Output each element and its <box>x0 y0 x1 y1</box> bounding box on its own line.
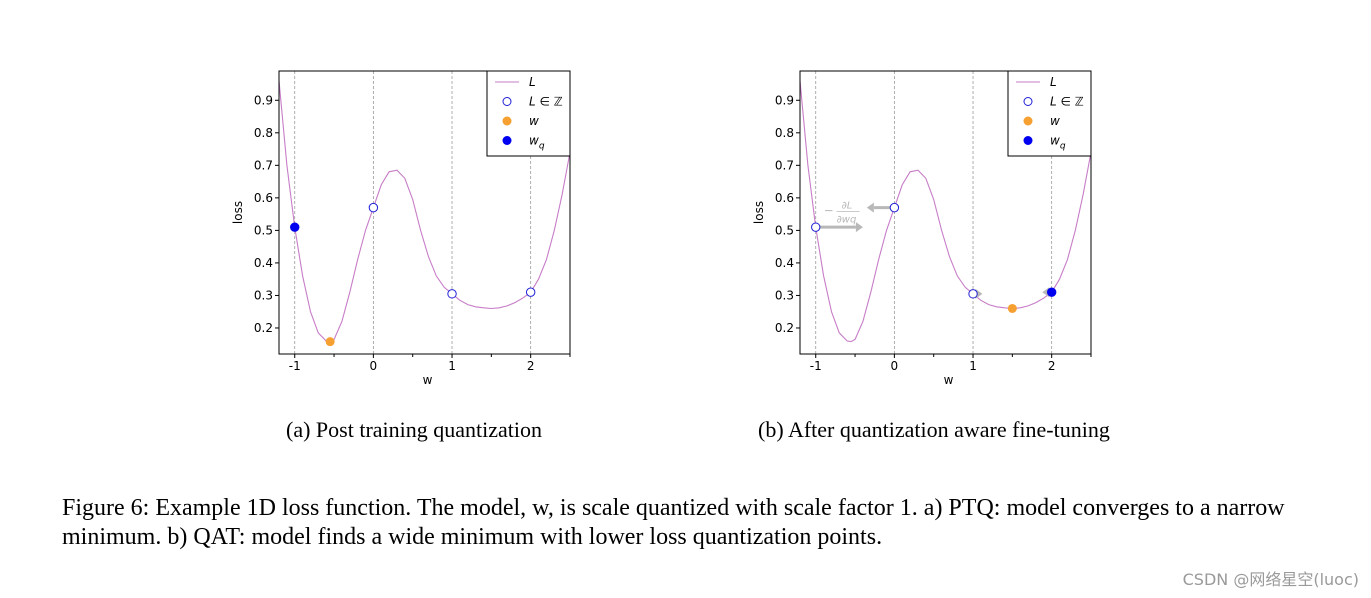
chart-0-integer-point <box>368 202 379 213</box>
chart-b-plot: − ∂L ∂wq -1 0 1 2 0.2 0.3 0.4 0.5 0.6 0.7 0.8 0.9 w loss… <box>752 70 1092 387</box>
chart-1-legend-label: L <box>1050 75 1057 89</box>
chart-1-y-tick-label: 0.4 <box>775 256 794 270</box>
chart-0-y-tick-label: 0.2 <box>254 321 273 335</box>
chart-1-legend-swatch-wq <box>1023 136 1033 145</box>
chart-0-y-tick-label: 0.4 <box>254 256 273 270</box>
chart-1-annotation-sign: − <box>824 204 834 218</box>
chart-1-gradient-arrow-head <box>1042 287 1050 298</box>
chart-1-x-tick-label: -1 <box>810 359 822 373</box>
chart-1-gradient-arrow-head <box>866 202 874 213</box>
chart-0-x-tick-label: 1 <box>448 359 456 373</box>
chart-1-y-tick-label: 0.3 <box>775 288 794 302</box>
chart-1-legend-box <box>1007 70 1092 157</box>
chart-1-x-tick-label: 0 <box>891 359 899 373</box>
chart-0-y-tick-label: 0.7 <box>254 158 273 172</box>
chart-0-y-axis-label: loss <box>231 201 245 224</box>
figure-canvas: -1 0 1 2 0.2 0.3 0.4 0.5 0.6 0.7 0.8 0.9 w loss L L ∈ ℤ… <box>231 70 1092 387</box>
chart-1-w-point <box>1007 303 1017 313</box>
chart-1-annotation-denominator: ∂wq <box>837 215 857 226</box>
chart-0-wq-point <box>290 222 300 232</box>
chart-1-y-tick-label: 0.5 <box>775 223 794 237</box>
chart-0-y-tick-label: 0.5 <box>254 223 273 237</box>
chart-1-loss-curve-L <box>800 80 1091 343</box>
chart-0-integer-point <box>447 289 457 299</box>
chart-1-legend-swatch-hollow <box>1023 97 1033 106</box>
chart-1-y-tick-label: 0.2 <box>775 321 794 335</box>
chart-1-legend-label: w <box>1050 114 1060 128</box>
chart-a-caption: (a) Post training quantization <box>286 417 542 442</box>
chart-1-gradient-arrow-head <box>855 222 863 233</box>
chart-0-y-tick-label: 0.9 <box>254 93 273 107</box>
chart-1-integer-point <box>968 289 978 299</box>
chart-0-legend-swatch-hollow <box>502 97 512 106</box>
chart-1-y-tick-label: 0.7 <box>775 158 794 172</box>
chart-1-integer-point <box>889 202 900 213</box>
chart-1-legend-label: L ∈ ℤ <box>1050 95 1084 109</box>
chart-1-gradient-arrow-head <box>975 288 983 299</box>
chart-1-y-tick-label: 0.9 <box>775 93 794 107</box>
chart-0-legend-box <box>486 70 571 157</box>
chart-0-integer-point <box>525 287 536 297</box>
chart-0-x-tick-label: 2 <box>527 359 535 373</box>
chart-1-legend-swatch-w <box>1023 116 1033 126</box>
chart-0-legend-label: L <box>529 75 536 89</box>
chart-a-plot: -1 0 1 2 0.2 0.3 0.4 0.5 0.6 0.7 0.8 0.9 w loss L L ∈ ℤ… <box>231 70 571 387</box>
chart-1-wq-point <box>1047 287 1057 297</box>
watermark: CSDN @网络星空(luoc) <box>1182 570 1359 589</box>
chart-0-legend-label: w <box>529 114 539 128</box>
chart-0-x-tick-label: -1 <box>289 359 301 373</box>
chart-0-legend-label: L ∈ ℤ <box>529 95 563 109</box>
chart-0-axes-frame <box>278 70 571 355</box>
chart-1-x-tick-label: 1 <box>969 359 977 373</box>
chart-0-y-tick-label: 0.8 <box>254 126 273 140</box>
chart-0-legend-swatch-w <box>502 116 512 126</box>
chart-1-y-axis-label: loss <box>752 201 766 224</box>
chart-1-annotation-numerator: ∂L <box>842 201 853 212</box>
figure-caption: Figure 6: Example 1D loss function. The … <box>62 495 1285 550</box>
chart-0-legend-swatch-wq <box>502 136 512 145</box>
chart-0-x-tick-label: 0 <box>370 359 378 373</box>
chart-b-caption: (b) After quantization aware fine-tuning <box>758 417 1110 442</box>
chart-1-y-tick-label: 0.8 <box>775 126 794 140</box>
chart-0-x-axis-label: w <box>423 373 433 387</box>
chart-0-y-tick-label: 0.6 <box>254 191 273 205</box>
chart-0-w-point <box>325 337 335 347</box>
chart-1-integer-point <box>811 222 821 232</box>
chart-0-y-tick-label: 0.3 <box>254 288 273 302</box>
chart-1-x-tick-label: 2 <box>1048 359 1056 373</box>
chart-1-y-tick-label: 0.6 <box>775 191 794 205</box>
chart-1-x-axis-label: w <box>944 373 954 387</box>
chart-1-axes-frame <box>799 70 1092 355</box>
